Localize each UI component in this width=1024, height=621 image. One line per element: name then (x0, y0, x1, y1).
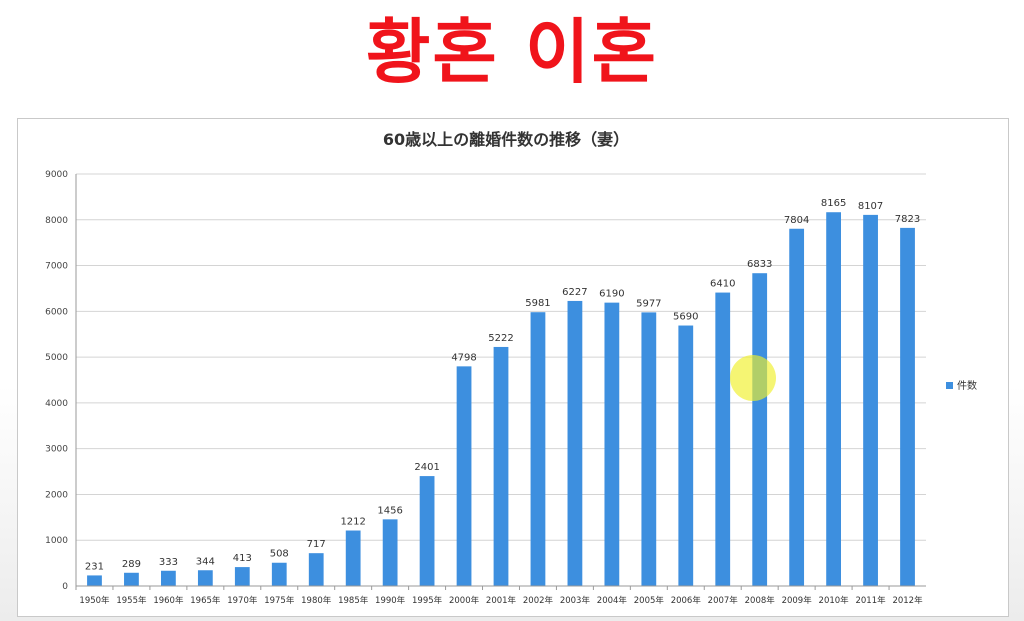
bar (678, 325, 694, 586)
x-tick-label: 1960年 (153, 595, 184, 606)
chart-panel: 60歳以上の離婚件数の推移（妻） 0 1000 2000 3000 4000 5000 60… (17, 118, 1009, 617)
x-tick-label: 1995年 (412, 595, 443, 606)
bar (161, 570, 176, 586)
y-axis: 0 1000 2000 3000 4000 5000 6000 7000 8000 9000 (45, 170, 77, 592)
legend-swatch (946, 382, 953, 389)
bar (345, 530, 361, 586)
x-tick-label: 2000年 (449, 595, 480, 606)
x-tick-label: 2012年 (892, 595, 923, 606)
x-tick-label: 2001年 (486, 595, 517, 606)
data-label: 4798 (451, 352, 476, 363)
bar (863, 214, 878, 586)
x-tick-label: 1975年 (264, 595, 295, 606)
bar (234, 567, 250, 586)
bar (493, 346, 509, 586)
x-tick-label: 2010年 (819, 595, 850, 606)
data-label: 6190 (599, 289, 624, 300)
y-tick-label: 5000 (45, 353, 68, 363)
data-label: 413 (233, 553, 252, 564)
data-label: 5690 (673, 312, 698, 323)
x-tick-label: 2002年 (523, 595, 554, 606)
data-label: 717 (307, 539, 326, 550)
data-label: 1456 (377, 505, 402, 516)
legend: 件数 (946, 379, 977, 392)
data-label: 5977 (636, 298, 661, 309)
data-label: 231 (85, 561, 104, 572)
data-label: 8165 (821, 198, 846, 209)
bar (530, 312, 546, 586)
x-tick-label: 2005年 (634, 595, 665, 606)
bar (567, 300, 583, 586)
y-tick-label: 1000 (45, 536, 68, 546)
bar (419, 476, 435, 586)
y-tick-label: 3000 (45, 445, 68, 455)
legend-label: 件数 (957, 379, 977, 392)
headline-title: 황혼 이혼 (366, 11, 658, 93)
y-tick-label: 9000 (45, 170, 68, 180)
data-label: 7804 (784, 215, 809, 226)
y-tick-label: 4000 (45, 399, 68, 409)
x-tick-label: 2007年 (708, 595, 739, 606)
y-tick-label: 7000 (45, 262, 68, 272)
data-label: 6410 (710, 279, 735, 290)
data-label: 508 (270, 549, 289, 560)
bar (715, 292, 731, 586)
data-label: 333 (159, 557, 178, 568)
bar-chart: 60歳以上の離婚件数の推移（妻） 0 1000 2000 3000 4000 5000 60… (45, 130, 977, 606)
data-label: 7823 (895, 214, 920, 225)
data-label: 6833 (747, 259, 772, 270)
x-tick-label: 2008年 (745, 595, 776, 606)
y-tick-label: 6000 (45, 307, 68, 317)
bar (124, 572, 139, 586)
x-tick-label: 1970年 (227, 595, 258, 606)
bar (87, 575, 102, 586)
bars: 231 289 333 344 413 508 717 1212 1456 2401 4798 522… (85, 198, 920, 587)
data-label: 1212 (340, 517, 365, 528)
cursor-highlight (730, 355, 776, 401)
x-tick-label: 1950年 (79, 595, 110, 606)
x-tick-label: 1955年 (116, 595, 147, 606)
y-tick-label: 0 (62, 582, 68, 592)
x-tick-label: 1990年 (375, 595, 406, 606)
x-tick-label: 2003年 (560, 595, 591, 606)
bar (197, 570, 213, 586)
bar (752, 273, 768, 586)
bar (641, 312, 657, 586)
x-tick-label: 2006年 (671, 595, 702, 606)
data-label: 6227 (562, 287, 587, 298)
x-tick-label: 2004年 (597, 595, 628, 606)
bar (604, 302, 620, 586)
x-tick-label: 1980年 (301, 595, 332, 606)
bar (271, 562, 287, 586)
x-tick-label: 1965年 (190, 595, 221, 606)
data-label: 289 (122, 559, 141, 570)
bar (308, 553, 324, 586)
chart-title: 60歳以上の離婚件数の推移（妻） (383, 130, 629, 149)
bar (826, 212, 841, 587)
x-tick-label: 1985年 (338, 595, 369, 606)
bar (900, 227, 915, 587)
bar (382, 519, 398, 586)
bar (456, 366, 472, 586)
y-tick-label: 8000 (45, 216, 68, 226)
x-tick-label: 2009年 (782, 595, 813, 606)
data-label: 344 (196, 556, 215, 567)
bar (789, 228, 805, 586)
data-label: 2401 (414, 462, 439, 473)
data-label: 8107 (858, 201, 883, 212)
x-axis: 1950年 1955年 1960年 1965年 1970年 1975年 1980年 1985年… (75, 585, 926, 606)
data-label: 5222 (488, 333, 513, 344)
y-tick-label: 2000 (45, 490, 68, 500)
data-label: 5981 (525, 298, 550, 309)
x-tick-label: 2011年 (855, 595, 886, 606)
